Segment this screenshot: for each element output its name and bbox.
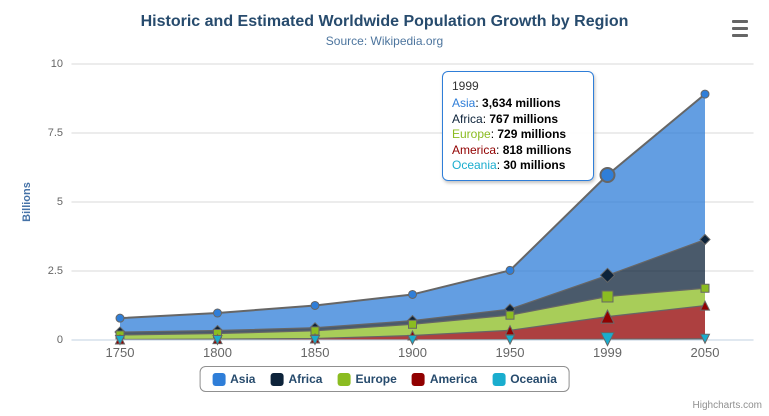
y-axis-label: 0 bbox=[56, 334, 63, 346]
marker-oceania-1900[interactable] bbox=[407, 334, 418, 346]
x-axis-label: 1800 bbox=[203, 345, 232, 360]
y-axis-label: 5 bbox=[56, 196, 63, 208]
x-axis-label: 1850 bbox=[300, 345, 330, 360]
y-axis-label: 7.5 bbox=[47, 127, 63, 139]
marker-asia-1800[interactable] bbox=[213, 308, 222, 318]
legend-item-america[interactable]: America bbox=[411, 372, 478, 386]
marker-asia-1900[interactable] bbox=[408, 289, 417, 299]
x-axis-label: 1750 bbox=[105, 345, 135, 360]
legend-swatch-icon bbox=[270, 372, 284, 386]
marker-oceania-1850[interactable] bbox=[309, 334, 321, 346]
x-axis-label: 1999 bbox=[593, 345, 622, 360]
marker-oceania-2050[interactable] bbox=[699, 333, 711, 345]
marker-oceania-1800[interactable] bbox=[212, 334, 223, 346]
x-axis-label: 1900 bbox=[398, 345, 427, 360]
area-series bbox=[120, 94, 705, 340]
legend-swatch-icon bbox=[411, 372, 425, 386]
marker-europe-1950[interactable] bbox=[505, 310, 515, 320]
legend-label: Europe bbox=[355, 372, 397, 386]
x-axis-label: 1950 bbox=[495, 345, 525, 360]
area-america[interactable] bbox=[120, 305, 705, 340]
chart-title: Historic and Estimated Worldwide Populat… bbox=[140, 13, 629, 30]
legend-label: Africa bbox=[288, 372, 323, 386]
legend-label: Asia bbox=[230, 372, 256, 386]
area-africa[interactable] bbox=[120, 239, 705, 335]
marker-europe-1900[interactable] bbox=[408, 319, 417, 329]
marker-asia-1850[interactable] bbox=[310, 300, 320, 310]
marker-oceania-1950[interactable] bbox=[504, 334, 516, 346]
legend-swatch-icon bbox=[337, 372, 351, 386]
marker-oceania-1999[interactable] bbox=[600, 332, 615, 347]
x-axis-label: 2050 bbox=[690, 345, 720, 360]
legend-item-oceania[interactable]: Oceania bbox=[492, 372, 557, 386]
burger-bar-icon bbox=[732, 27, 748, 30]
marker-europe-2050[interactable] bbox=[700, 283, 710, 293]
legend-label: America bbox=[429, 372, 478, 386]
marker-oceania-1750[interactable] bbox=[114, 334, 126, 346]
marker-asia-1950[interactable] bbox=[505, 265, 515, 275]
legend-item-asia[interactable]: Asia bbox=[212, 372, 255, 386]
burger-bar-icon bbox=[732, 34, 748, 37]
legend-label: Oceania bbox=[510, 372, 557, 386]
legend-swatch-icon bbox=[212, 372, 226, 386]
chart-subtitle: Source: Wikipedia.org bbox=[325, 34, 444, 48]
area-asia[interactable] bbox=[120, 94, 705, 333]
highcharts-credit[interactable]: Highcharts.com bbox=[692, 400, 762, 411]
marker-africa-2050[interactable] bbox=[699, 233, 711, 246]
marker-asia-1750[interactable] bbox=[115, 313, 125, 323]
y-axis-label: 2.5 bbox=[47, 265, 63, 277]
legend: Asia Africa Europe America Oceania bbox=[199, 366, 570, 392]
legend-item-europe[interactable]: Europe bbox=[337, 372, 397, 386]
marker-america-1999[interactable] bbox=[600, 308, 615, 324]
marker-america-2050[interactable] bbox=[699, 299, 711, 311]
y-axis-label: 10 bbox=[50, 58, 63, 70]
legend-item-africa[interactable]: Africa bbox=[270, 372, 322, 386]
marker-asia-1999[interactable] bbox=[599, 167, 616, 184]
marker-africa-1999[interactable] bbox=[599, 267, 616, 284]
point-markers bbox=[114, 89, 711, 347]
context-menu-button[interactable] bbox=[732, 20, 748, 37]
burger-bar-icon bbox=[732, 20, 748, 23]
legend-swatch-icon bbox=[492, 372, 506, 386]
marker-europe-1999[interactable] bbox=[601, 290, 614, 303]
marker-asia-2050[interactable] bbox=[700, 89, 710, 99]
